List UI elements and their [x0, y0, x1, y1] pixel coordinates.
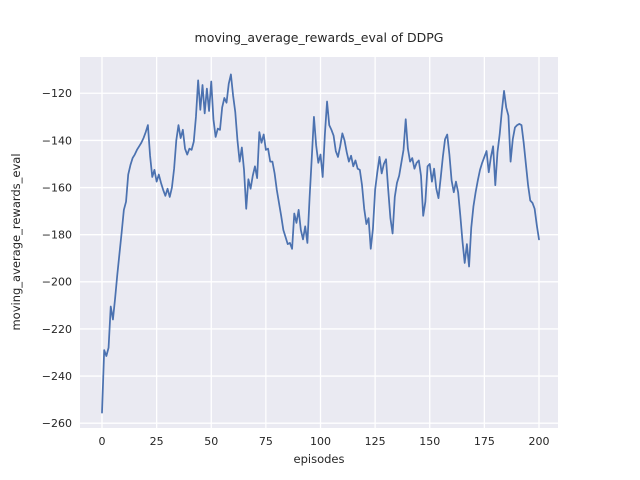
y-tick-label: −180 [42, 229, 72, 242]
y-tick-label: −200 [42, 276, 72, 289]
x-tick-label: 50 [204, 435, 218, 448]
x-tick-label: 175 [474, 435, 495, 448]
x-tick-label: 75 [259, 435, 273, 448]
y-tick-label: −160 [42, 181, 72, 194]
x-axis-label: episodes [294, 452, 345, 466]
y-tick-label: −220 [42, 323, 72, 336]
x-tick-label: 150 [419, 435, 440, 448]
x-tick-label: 25 [150, 435, 164, 448]
y-tick-label: −120 [42, 87, 72, 100]
y-axis-label: moving_average_rewards_eval [9, 153, 23, 330]
plot-area [80, 57, 558, 428]
x-tick-label: 200 [528, 435, 549, 448]
x-tick-label: 125 [365, 435, 386, 448]
y-tick-label: −140 [42, 134, 72, 147]
x-tick-label: 100 [310, 435, 331, 448]
grid-lines [80, 57, 558, 428]
y-tick-label: −260 [42, 417, 72, 430]
y-tick-label: −240 [42, 370, 72, 383]
x-tick-label: 0 [99, 435, 106, 448]
series-line-moving_average_rewards_eval [101, 73, 540, 414]
chart-title: moving_average_rewards_eval of DDPG [195, 30, 444, 45]
